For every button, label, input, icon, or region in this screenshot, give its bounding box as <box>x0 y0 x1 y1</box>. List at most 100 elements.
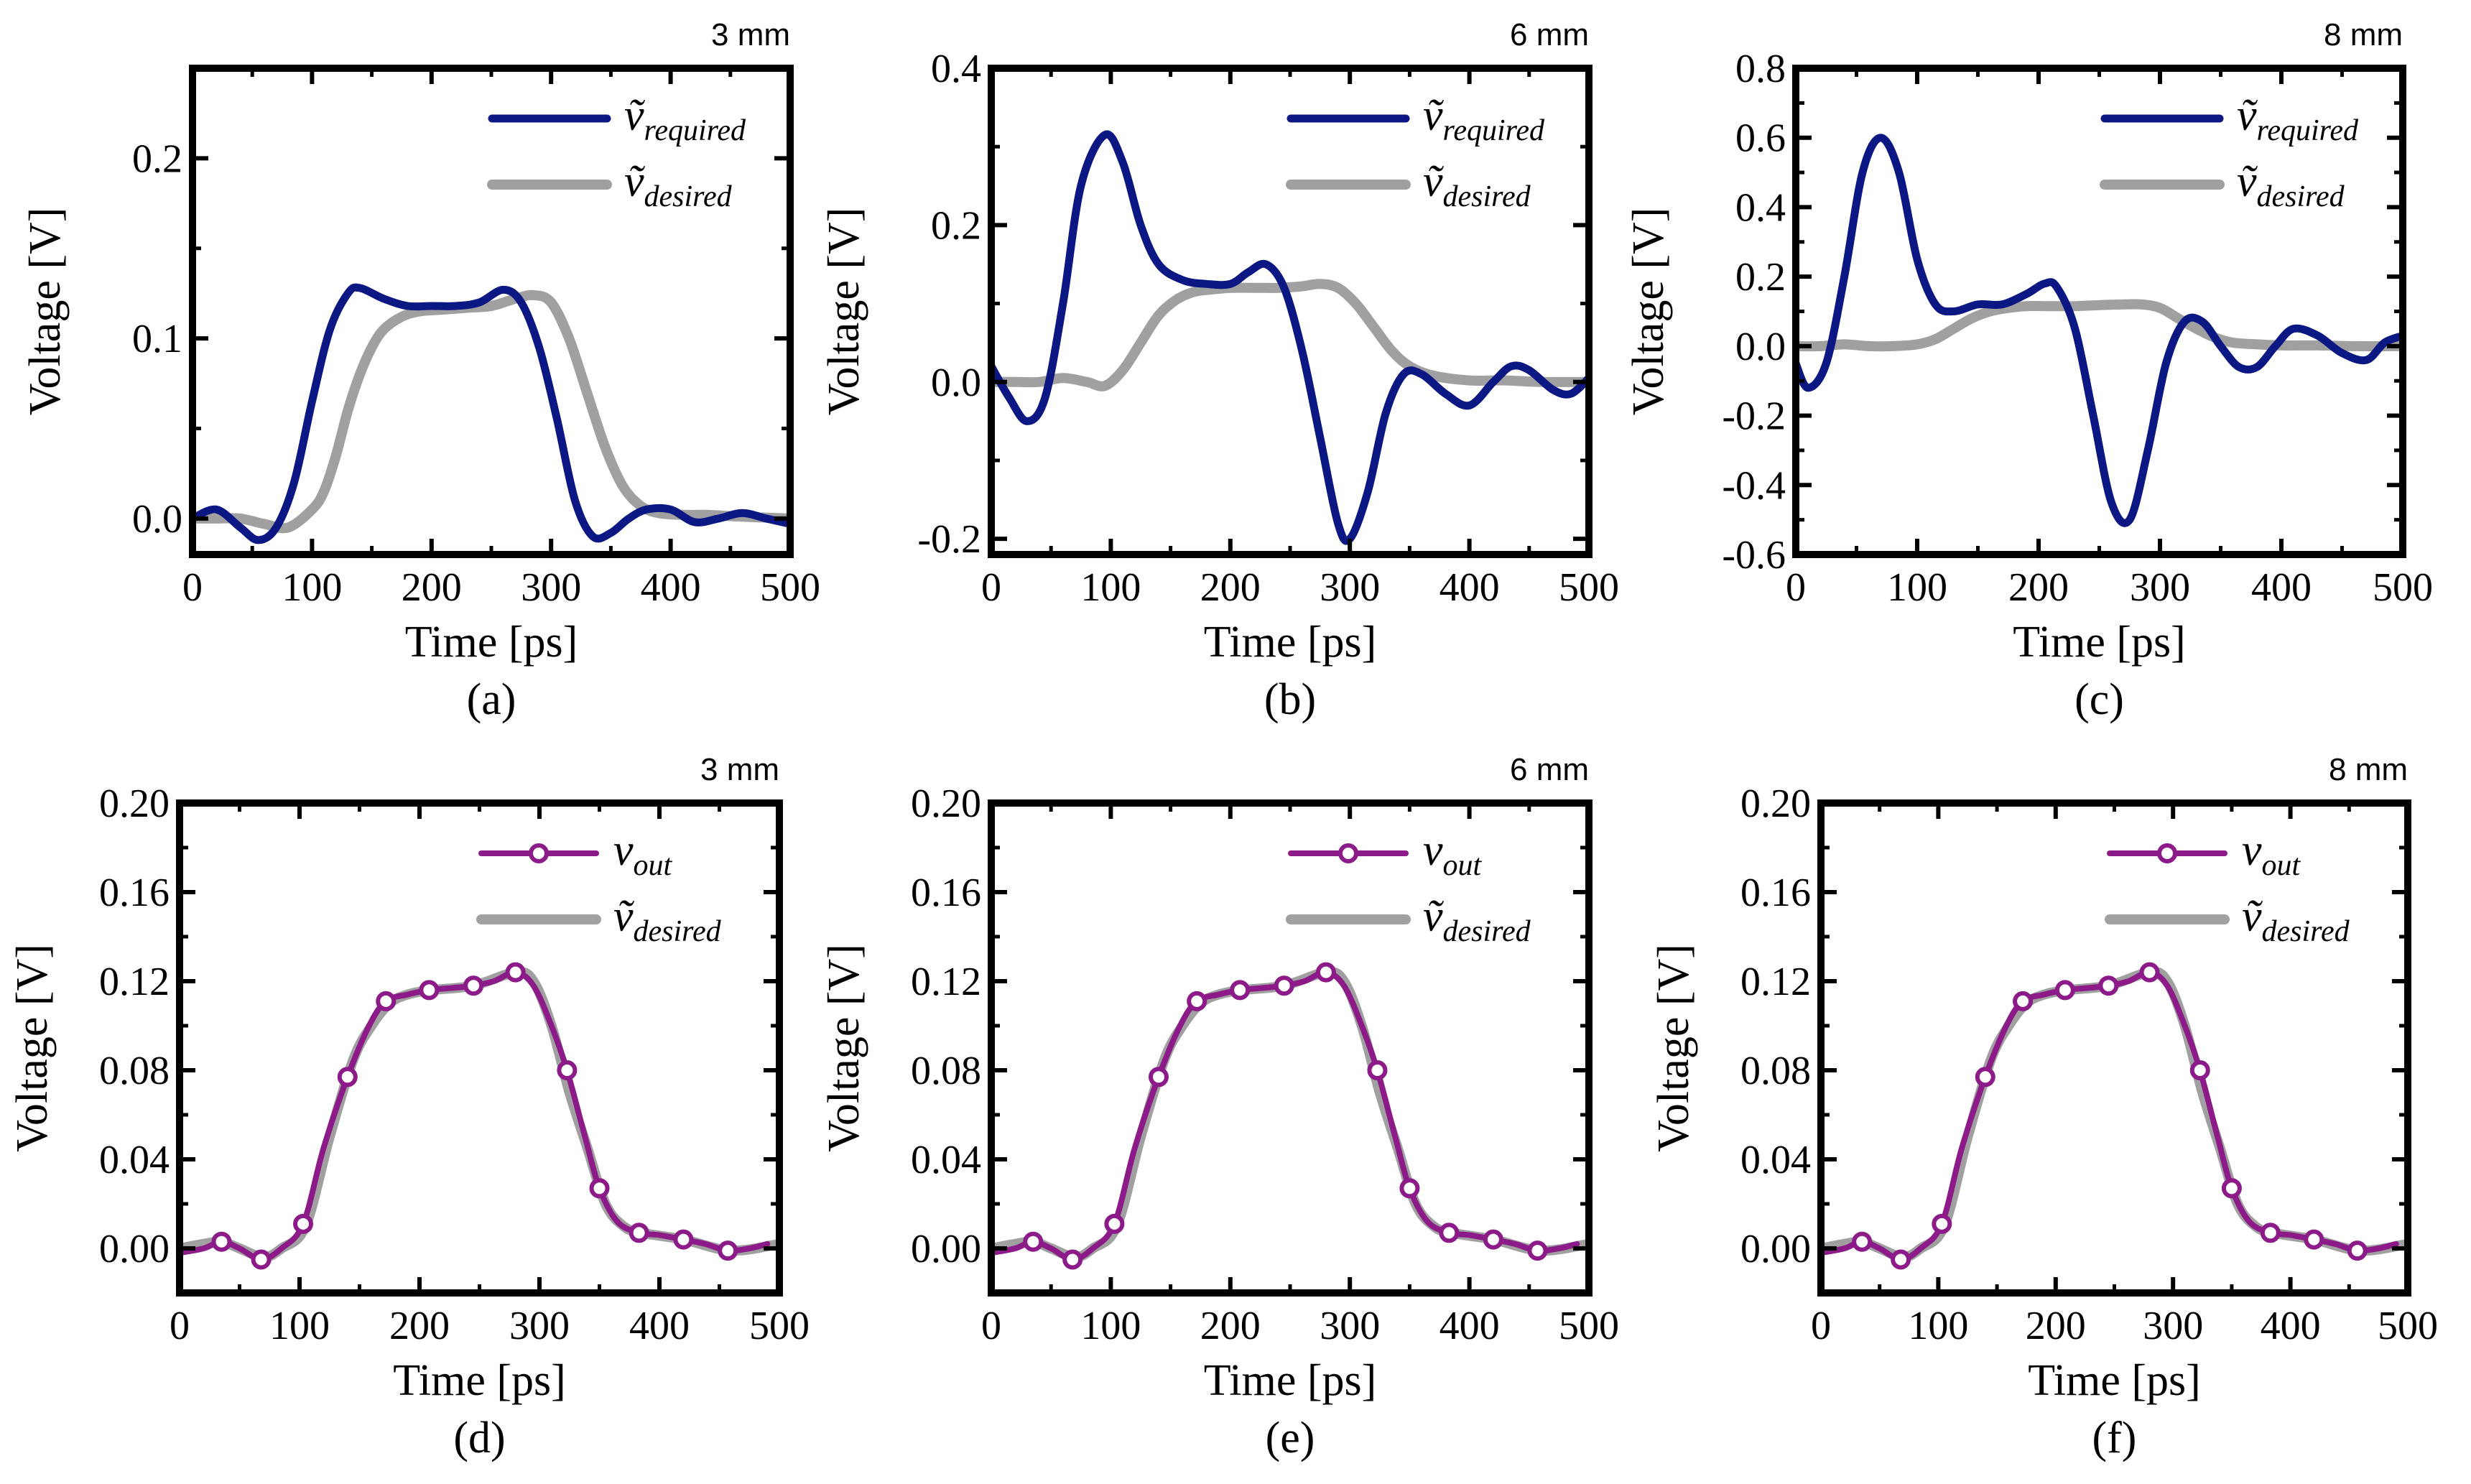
series-marker-out-0 <box>1023 1231 1044 1252</box>
x-tick-label: 200 <box>1200 1304 1261 1348</box>
x-axis-label: Time [ps] <box>393 1356 566 1405</box>
series-marker-out-10 <box>629 1223 649 1243</box>
x-tick-label: 500 <box>2378 1304 2438 1348</box>
y-tick-label: 0.12 <box>1740 960 1811 1004</box>
legend-subscript: required <box>644 114 747 147</box>
legend-symbol: ṽ <box>1423 91 1445 140</box>
x-tick-label: 200 <box>402 565 462 610</box>
chart-panel-a: 0 100 200 300 400 500 0.0 0.1 0.2 Time [ps] Voltag… <box>21 17 820 724</box>
y-tick-label: 0.8 <box>1735 47 1786 91</box>
y-tick-label: 0.16 <box>911 871 981 915</box>
x-tick-label: 500 <box>1559 565 1619 610</box>
series-marker-out-2 <box>293 1213 314 1234</box>
panel-caption: (f) <box>2092 1414 2137 1462</box>
series-marker-out-12 <box>1527 1240 1548 1261</box>
legend-symbol: ṽ <box>2242 892 2263 941</box>
y-tick-label: 0.08 <box>911 1049 981 1093</box>
series-marker-out-7 <box>505 962 526 983</box>
legend-marker-out <box>529 843 549 863</box>
series-marker-out-12 <box>2347 1240 2368 1261</box>
series-line-out <box>180 969 771 1263</box>
series-line-required <box>1796 134 2403 527</box>
x-tick-label: 100 <box>1887 565 1947 610</box>
legend-label-required: ṽrequired <box>1423 91 1545 147</box>
x-tick-label: 0 <box>1811 1304 1831 1348</box>
series-marker-out-6 <box>1274 975 1294 996</box>
x-tick-label: 400 <box>629 1304 690 1348</box>
y-tick-label: 0.2 <box>931 203 981 248</box>
series-marker-out-2 <box>1104 1213 1125 1234</box>
series-marker-out-3 <box>337 1067 358 1088</box>
x-tick-label: 200 <box>389 1304 450 1348</box>
y-tick-label: 0.20 <box>99 782 170 826</box>
y-tick-label: 0.12 <box>911 960 981 1004</box>
series-line-desired <box>193 289 790 534</box>
y-tick-label: 0.0 <box>132 497 182 542</box>
x-tick-label: 0 <box>170 1304 190 1348</box>
chart-panel-d: 0 100 200 300 400 500 0.00 0.04 0.08 0.12 0.16 0.20… <box>8 752 810 1462</box>
x-tick-label: 400 <box>641 565 701 610</box>
y-axis-label: Voltage [V] <box>820 944 868 1152</box>
x-tick-label: 0 <box>981 565 1001 610</box>
x-axis-label: Time [ps] <box>405 618 578 667</box>
x-tick-label: 300 <box>521 565 581 610</box>
y-tick-label: 0.1 <box>132 317 182 361</box>
legend-symbol: ṽ <box>624 91 646 140</box>
legend-label-desired: ṽdesired <box>2237 157 2345 213</box>
y-tick-label: -0.6 <box>1722 533 1786 578</box>
y-tick-label: 0.04 <box>1740 1138 1811 1182</box>
legend-label-desired: ṽdesired <box>2242 892 2350 948</box>
y-tick-label: 0.16 <box>1740 871 1811 915</box>
y-tick-label: -0.2 <box>1722 394 1786 439</box>
legend-symbol: ṽ <box>2237 91 2258 140</box>
x-tick-label: 400 <box>1440 565 1500 610</box>
legend-label-desired: ṽdesired <box>1423 157 1531 213</box>
series-line-out <box>991 969 1580 1263</box>
y-tick-label: 0.04 <box>911 1138 981 1182</box>
y-tick-label: 0.4 <box>1735 185 1786 230</box>
series-line-desired <box>1821 967 2408 1263</box>
x-tick-label: 0 <box>182 565 203 610</box>
legend-subscript: desired <box>644 180 733 213</box>
series-marker-out-0 <box>211 1231 232 1252</box>
chart-panel-c: 0 100 200 300 400 500 -0.6 -0.4 -0.2 0.0 0.2 0.4 0.6… <box>1624 17 2433 724</box>
y-axis-label: Voltage [V] <box>21 208 70 416</box>
series-marker-out-0 <box>1852 1231 1873 1252</box>
series-line-desired <box>1796 299 2403 352</box>
x-tick-label: 100 <box>1080 1304 1141 1348</box>
x-axis-label: Time [ps] <box>1204 1356 1377 1405</box>
legend-subscript: desired <box>1443 915 1531 948</box>
x-axis-label: Time [ps] <box>1204 618 1377 667</box>
series-line-out <box>1821 969 2399 1263</box>
legend-marker-out <box>1338 843 1358 863</box>
panel-title: 3 mm <box>700 752 779 787</box>
x-tick-label: 300 <box>509 1304 570 1348</box>
series-line-required <box>193 283 790 544</box>
legend-label-out: vout <box>2242 826 2301 882</box>
series-line-desired <box>991 967 1589 1263</box>
series-marker-out-5 <box>419 980 440 1001</box>
chart-panel-b: 0 100 200 300 400 500 -0.2 0.0 0.2 0.4 Time [ps] Vo… <box>820 17 1619 724</box>
legend-symbol: v <box>2242 826 2262 875</box>
series-marker-out-12 <box>718 1240 738 1261</box>
panel-title: 6 mm <box>1510 17 1589 52</box>
plot-frame <box>988 799 1593 1297</box>
x-tick-label: 400 <box>1440 1304 1500 1348</box>
y-tick-label: 0.00 <box>911 1227 981 1271</box>
plot-frame <box>1817 799 2411 1297</box>
series-marker-out-7 <box>2139 962 2160 983</box>
series-marker-out-8 <box>1367 1060 1388 1080</box>
panel-title: 3 mm <box>711 17 790 52</box>
legend-symbol: v <box>1423 826 1443 875</box>
y-tick-label: 0.20 <box>1740 782 1811 826</box>
series-marker-out-1 <box>251 1249 272 1270</box>
series-marker-out-1 <box>1062 1249 1083 1270</box>
series-marker-out-9 <box>2221 1178 2242 1199</box>
legend-symbol: ṽ <box>1423 892 1445 941</box>
legend-subscript: desired <box>2257 180 2345 213</box>
y-tick-label: -0.4 <box>1722 463 1786 508</box>
series-marker-out-5 <box>2054 980 2075 1001</box>
series-line-required <box>991 130 1589 545</box>
y-axis-label: Voltage [V] <box>820 208 868 416</box>
